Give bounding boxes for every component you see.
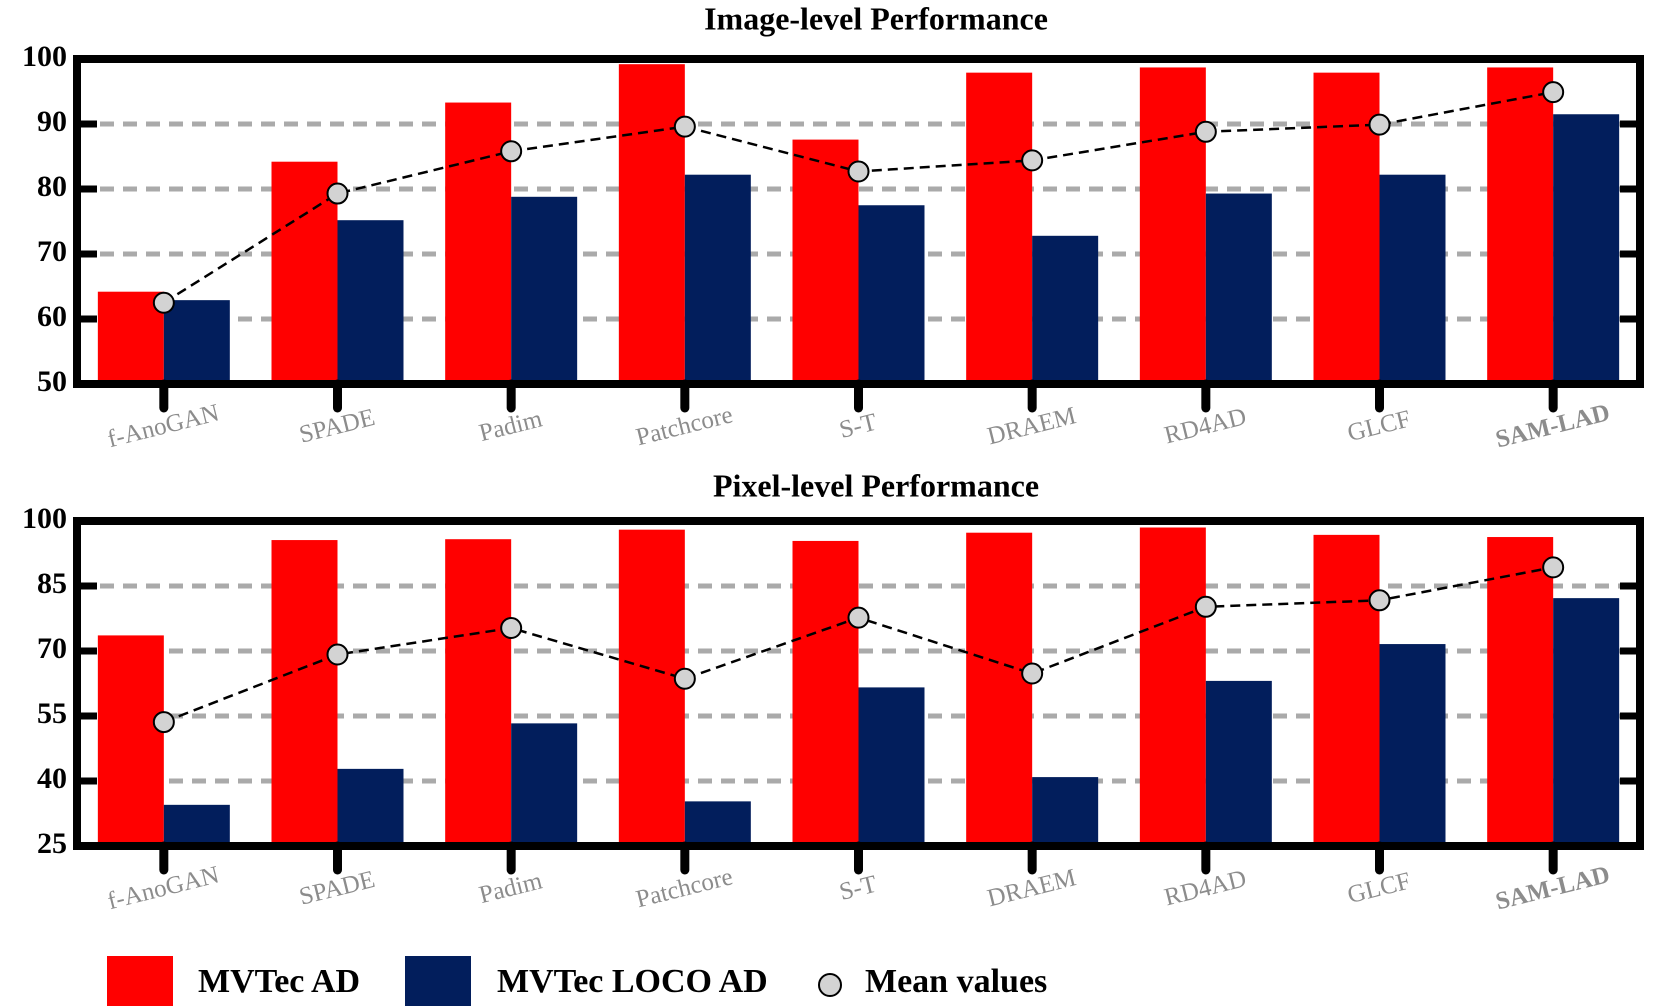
legend-label: Mean values [865, 963, 1047, 1000]
bar [1553, 598, 1620, 846]
y-tick-label: 70 [37, 632, 67, 665]
y-tick-label: 90 [37, 105, 67, 138]
y-tick-label: 80 [37, 170, 67, 203]
mean-marker [673, 115, 696, 138]
mean-marker [1542, 81, 1565, 104]
bar [511, 196, 578, 384]
bar [1032, 235, 1099, 384]
bar [445, 102, 512, 385]
legend-label: MVTec AD [198, 963, 360, 1000]
mean-marker [1542, 556, 1565, 579]
mean-marker [1021, 662, 1044, 685]
y-tick-label: 50 [37, 365, 67, 398]
bar [1205, 193, 1272, 384]
bar [1379, 644, 1446, 846]
mean-marker [847, 160, 870, 183]
mean-marker [1194, 120, 1217, 143]
mean-marker [500, 617, 523, 640]
plot-frame [73, 517, 1644, 850]
legend: MVTec AD MVTec LOCO AD Mean values [107, 956, 1047, 1006]
chart-title: Image-level Performance [704, 0, 1048, 36]
bar [792, 540, 859, 846]
bar [337, 220, 404, 384]
y-tick-label: 85 [37, 567, 67, 600]
bar [1205, 680, 1272, 846]
bar [337, 768, 404, 846]
bar [97, 635, 164, 846]
x-tick-label: S-T [837, 871, 880, 906]
bar [97, 291, 164, 384]
bar [1032, 777, 1099, 846]
legend-swatch [107, 956, 173, 1006]
bar [163, 804, 230, 846]
bar [792, 139, 859, 384]
y-tick-label: 25 [37, 827, 67, 860]
legend-label: MVTec LOCO AD [497, 963, 768, 1000]
bar [445, 539, 512, 846]
chart-title: Pixel-level Performance [713, 467, 1039, 503]
y-tick-label: 55 [37, 697, 67, 730]
mean-marker [1368, 113, 1391, 136]
mean-marker [152, 291, 175, 314]
legend-marker [818, 973, 842, 997]
x-tick-label: GLCF [1345, 405, 1414, 447]
y-tick-label: 100 [22, 502, 67, 535]
bar [1553, 114, 1620, 384]
x-tick-label: GLCF [1345, 867, 1414, 909]
legend-swatch [405, 956, 471, 1006]
bar [271, 540, 338, 846]
bar [511, 723, 578, 846]
y-tick-label: 100 [22, 40, 67, 73]
y-tick-label: 40 [37, 762, 67, 795]
bar [1487, 67, 1554, 384]
mean-marker [326, 182, 349, 205]
bar [1379, 174, 1446, 384]
mean-marker [1194, 595, 1217, 618]
bar [1139, 67, 1206, 384]
bar [858, 205, 925, 384]
mean-marker [847, 606, 870, 629]
bar [858, 687, 925, 846]
bar [684, 801, 751, 846]
bar [163, 300, 230, 384]
x-tick-label: S-T [837, 409, 880, 444]
mean-marker [1368, 589, 1391, 612]
bar [1313, 72, 1380, 385]
bar [1139, 527, 1206, 846]
bar [966, 72, 1033, 385]
bar [684, 174, 751, 384]
bar [618, 529, 685, 846]
mean-marker [1021, 149, 1044, 172]
x-tick-label: Padim [476, 867, 545, 909]
bar [1487, 537, 1554, 846]
bar [271, 161, 338, 384]
bar [966, 532, 1033, 846]
mean-marker [500, 140, 523, 163]
bar [618, 64, 685, 384]
x-tick-label: Padim [476, 405, 545, 447]
mean-marker [326, 643, 349, 666]
bar [1313, 534, 1380, 846]
mean-marker [152, 711, 175, 734]
mean-marker [673, 667, 696, 690]
plot-frame [73, 55, 1644, 388]
y-tick-label: 60 [37, 300, 67, 333]
y-tick-label: 70 [37, 235, 67, 268]
